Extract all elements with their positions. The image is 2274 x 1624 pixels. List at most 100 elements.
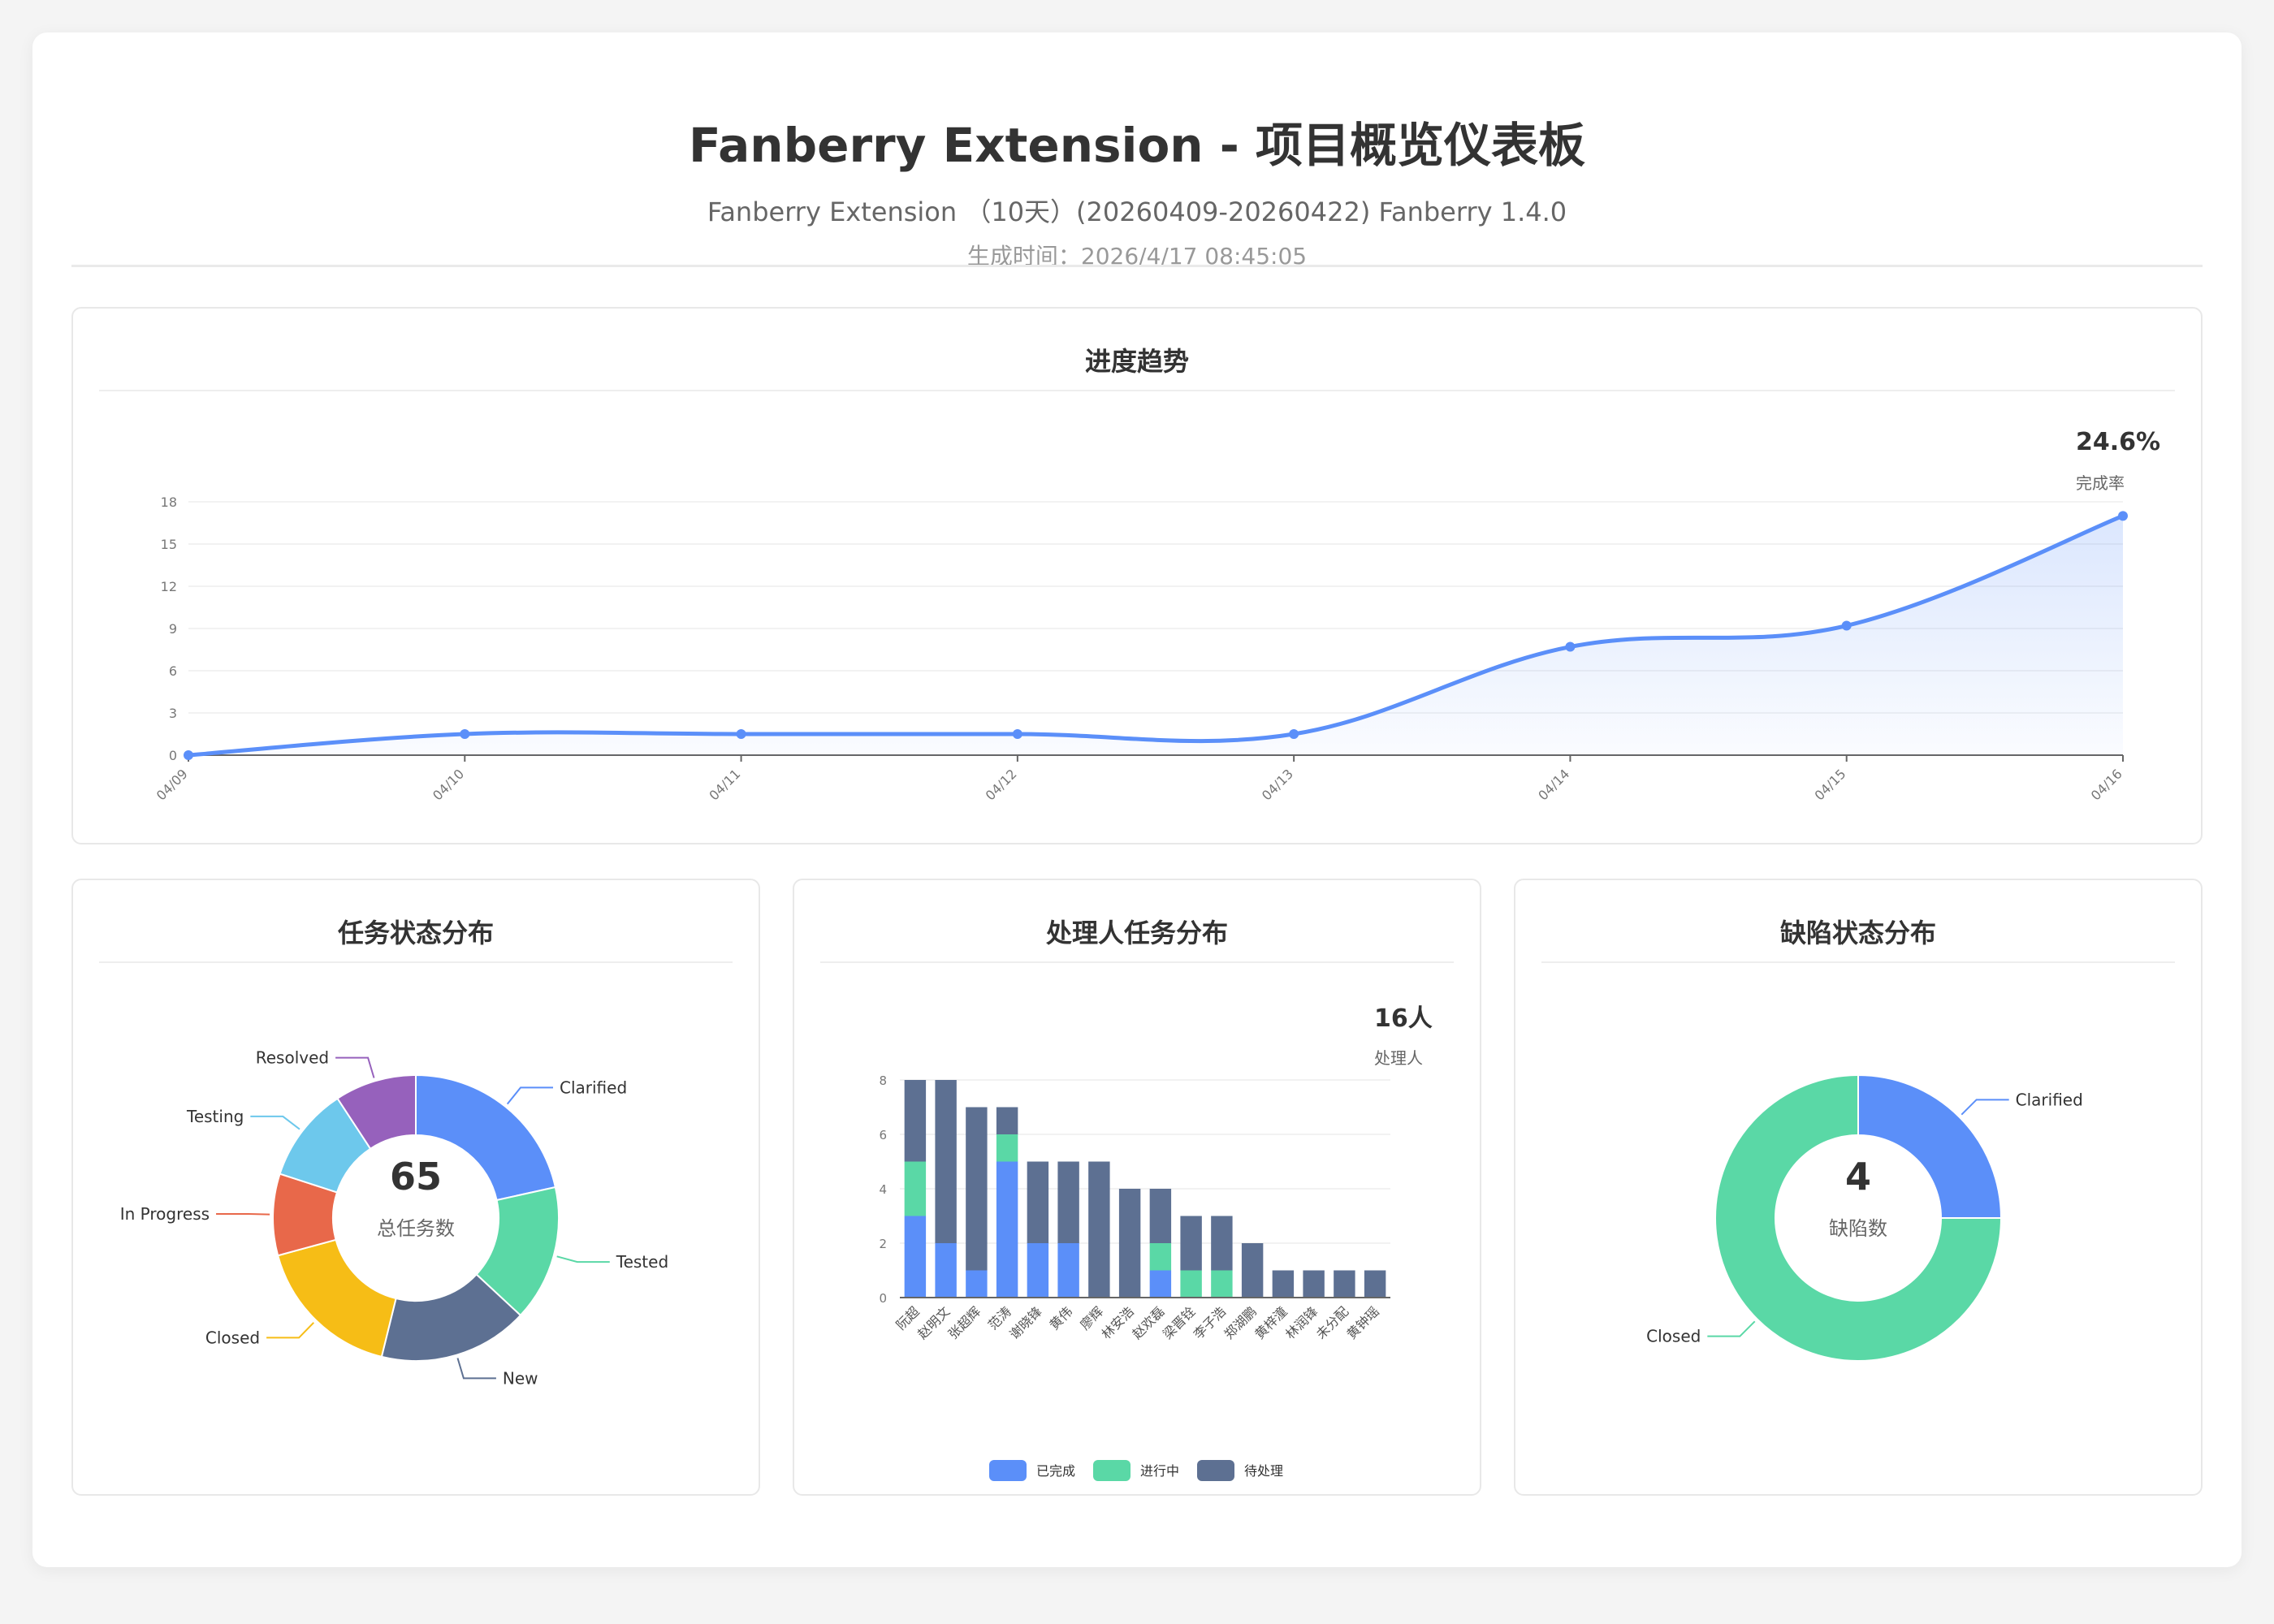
bar-segment	[904, 1080, 927, 1162]
slice-label: New	[503, 1368, 538, 1388]
leader-line	[266, 1322, 314, 1339]
legend-swatch	[1093, 1460, 1131, 1481]
x-tick-label: 郑湖鹏	[1221, 1303, 1260, 1341]
slice-label: Closed	[205, 1328, 260, 1347]
x-tick-label: 李子浩	[1191, 1303, 1229, 1341]
defect-status-donut-chart: 4 缺陷数 Clarified Closed	[1646, 1073, 2083, 1362]
bar-segment	[904, 1216, 927, 1298]
total-tasks-label: 总任务数	[377, 1217, 455, 1240]
x-tick-label: 赵明文	[914, 1303, 953, 1341]
bar-segment	[1027, 1161, 1049, 1243]
legend-label: 已完成	[1036, 1463, 1075, 1479]
x-tick-label: 04/15	[1812, 766, 1849, 803]
bar-segment	[1088, 1161, 1110, 1298]
x-tick-label: 04/10	[430, 766, 467, 803]
x-tick-label: 黄钟瑶	[1344, 1303, 1382, 1341]
series-line	[188, 514, 2124, 758]
defect-count-label: 缺陷数	[1829, 1217, 1887, 1240]
data-point	[1841, 620, 1852, 631]
data-point	[184, 750, 193, 760]
leader-line	[250, 1115, 300, 1130]
bar-segment	[1057, 1243, 1079, 1298]
x-tick-label: 林润锋	[1282, 1303, 1321, 1341]
legend-label: 进行中	[1140, 1463, 1179, 1479]
slice-label: Closed	[1646, 1327, 1701, 1346]
leader-line	[216, 1213, 270, 1216]
bar-segment	[1211, 1216, 1233, 1271]
slice-label: Tested	[616, 1252, 668, 1272]
task-status-panel: 任务状态分布 65 总任务数 Clarified Tested New Closed I…	[71, 879, 760, 1496]
bar-segment	[966, 1107, 988, 1271]
assignee-panel: 处理人任务分布 16人 处理人 0 2 4 6 8 阮超 赵明文 张超辉 范涛 谢晓锋 黄伟 廖辉 林安…	[793, 879, 1481, 1496]
x-tick-label: 张超辉	[945, 1303, 984, 1341]
x-tick-label: 04/11	[706, 766, 743, 803]
bar-segment	[996, 1161, 1018, 1298]
leader-line	[506, 1086, 553, 1105]
x-tick-label: 黄梓潼	[1252, 1303, 1290, 1341]
data-point	[736, 729, 746, 739]
bar-segment	[904, 1161, 927, 1216]
slice-label: Resolved	[256, 1048, 329, 1068]
defect-panel: 缺陷状态分布 4 缺陷数 Clarified Closed	[1514, 879, 2203, 1496]
assignee-panel-title: 处理人任务分布	[1045, 918, 1228, 948]
task-status-donut-chart: 65 总任务数 Clarified Tested New Closed In Progr…	[120, 1048, 668, 1389]
bar-segment	[1272, 1270, 1295, 1298]
panel-divider	[820, 961, 1454, 963]
y-tick-label: 4	[879, 1182, 887, 1197]
bar-segment	[1303, 1270, 1325, 1298]
completion-rate-label: 完成率	[2076, 473, 2125, 493]
x-tick-label: 04/12	[983, 766, 1020, 803]
panel-divider	[1541, 961, 2175, 963]
completion-rate-value: 24.6%	[2076, 428, 2160, 456]
y-tick-label: 8	[879, 1073, 887, 1088]
leader-line	[456, 1358, 496, 1380]
panel-divider	[99, 961, 733, 963]
progress-panel-title: 进度趋势	[1084, 346, 1189, 377]
slice-label: In Progress	[120, 1204, 210, 1224]
slice-label: Testing	[186, 1107, 244, 1126]
page-title: Fanberry Extension - 项目概览仪表板	[688, 118, 1586, 173]
donut-slice	[276, 1238, 397, 1358]
x-tick-label: 04/14	[1535, 766, 1572, 803]
dashboard-header: Fanberry Extension - 项目概览仪表板 Fanberry Ex…	[32, 32, 2242, 270]
bar-segment	[996, 1134, 1018, 1162]
bar-segment	[1180, 1216, 1202, 1271]
x-tick-label: 04/16	[2088, 766, 2125, 803]
data-point	[1012, 729, 1022, 739]
task-status-panel-title: 任务状态分布	[337, 918, 494, 948]
x-tick-label: 谢晓锋	[1006, 1303, 1044, 1341]
bar-segment	[996, 1107, 1018, 1134]
area-fill	[188, 516, 2123, 755]
header-divider	[71, 265, 2203, 267]
page-subtitle: Fanberry Extension （10天）(20260409-202604…	[707, 197, 1567, 227]
y-tick-label: 12	[161, 579, 177, 594]
legend-label: 待处理	[1244, 1463, 1283, 1479]
bar-segment	[1149, 1243, 1172, 1271]
data-point	[1565, 641, 1576, 652]
bar-segment	[1149, 1270, 1172, 1298]
progress-panel: 进度趋势 24.6% 完成率 0 3 6 9 12 15 18 04/09 04/10 04/11…	[71, 307, 2203, 844]
x-tick-label: 04/13	[1259, 766, 1296, 803]
donut-slice	[336, 1073, 417, 1151]
bar-segment	[1241, 1243, 1264, 1298]
leader-line	[556, 1255, 610, 1263]
data-point	[1289, 729, 1299, 739]
x-tick-label: 黄伟	[1046, 1303, 1075, 1332]
y-tick-label: 6	[169, 663, 177, 679]
bar-segment	[1364, 1270, 1386, 1298]
total-tasks-value: 65	[390, 1155, 442, 1199]
x-tick-label: 林安浩	[1099, 1303, 1137, 1341]
progress-chart: 24.6% 完成率 0 3 6 9 12 15 18 04/09 04/10 04/11 04/12…	[153, 428, 2160, 803]
y-tick-label: 0	[879, 1291, 887, 1306]
leader-line	[1707, 1320, 1756, 1337]
bar-segment	[1149, 1189, 1172, 1243]
legend-swatch	[1197, 1460, 1234, 1481]
bar-segment	[1027, 1243, 1049, 1298]
defect-panel-title: 缺陷状态分布	[1779, 918, 1936, 948]
leader-line	[335, 1056, 375, 1078]
x-tick-label: 未分配	[1313, 1303, 1351, 1341]
assignee-count-value: 16人	[1374, 1004, 1433, 1033]
y-tick-label: 15	[161, 537, 177, 552]
leader-line	[1961, 1099, 2009, 1116]
